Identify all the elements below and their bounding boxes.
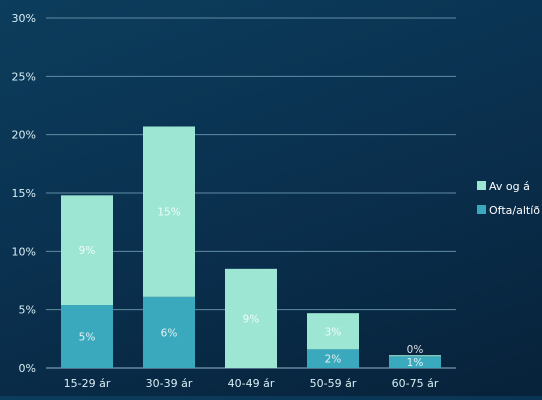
data-label: 9%: [79, 245, 96, 257]
data-label: 5%: [79, 332, 96, 344]
y-tick-label: 30%: [12, 12, 36, 25]
data-label: 0%: [407, 344, 424, 356]
y-tick-label: 0%: [19, 362, 36, 375]
x-tick-label: 60-75 ár: [392, 377, 439, 390]
data-label: 3%: [325, 326, 342, 338]
legend-label: Av og á: [489, 180, 530, 193]
bar-ofta: [61, 305, 113, 368]
bar-avoga: [389, 355, 441, 357]
bar-ofta: [143, 296, 195, 368]
legend-label: Ofta/altíð: [489, 204, 540, 217]
data-label: 2%: [325, 354, 342, 366]
data-label: 9%: [243, 313, 260, 325]
bar-ofta: [389, 356, 441, 368]
bar-avoga: [307, 313, 359, 350]
data-label: 6%: [161, 327, 178, 339]
legend-swatch: [477, 205, 486, 214]
x-tick-label: 30-39 ár: [146, 377, 193, 390]
legend-swatch: [477, 181, 486, 190]
bar-ofta: [307, 349, 359, 368]
y-tick-label: 25%: [12, 70, 36, 83]
bar-avoga: [225, 268, 277, 368]
data-label: 1%: [407, 357, 424, 369]
data-label: 15%: [157, 207, 180, 219]
bar-avoga: [143, 126, 195, 297]
bar-avoga: [61, 195, 113, 305]
y-tick-label: 15%: [12, 187, 36, 200]
x-tick-label: 50-59 ár: [310, 377, 357, 390]
x-tick-label: 15-29 ár: [64, 377, 111, 390]
y-tick-label: 10%: [12, 245, 36, 258]
y-tick-label: 20%: [12, 129, 36, 142]
x-tick-label: 40-49 ár: [228, 377, 275, 390]
y-tick-label: 5%: [19, 304, 36, 317]
